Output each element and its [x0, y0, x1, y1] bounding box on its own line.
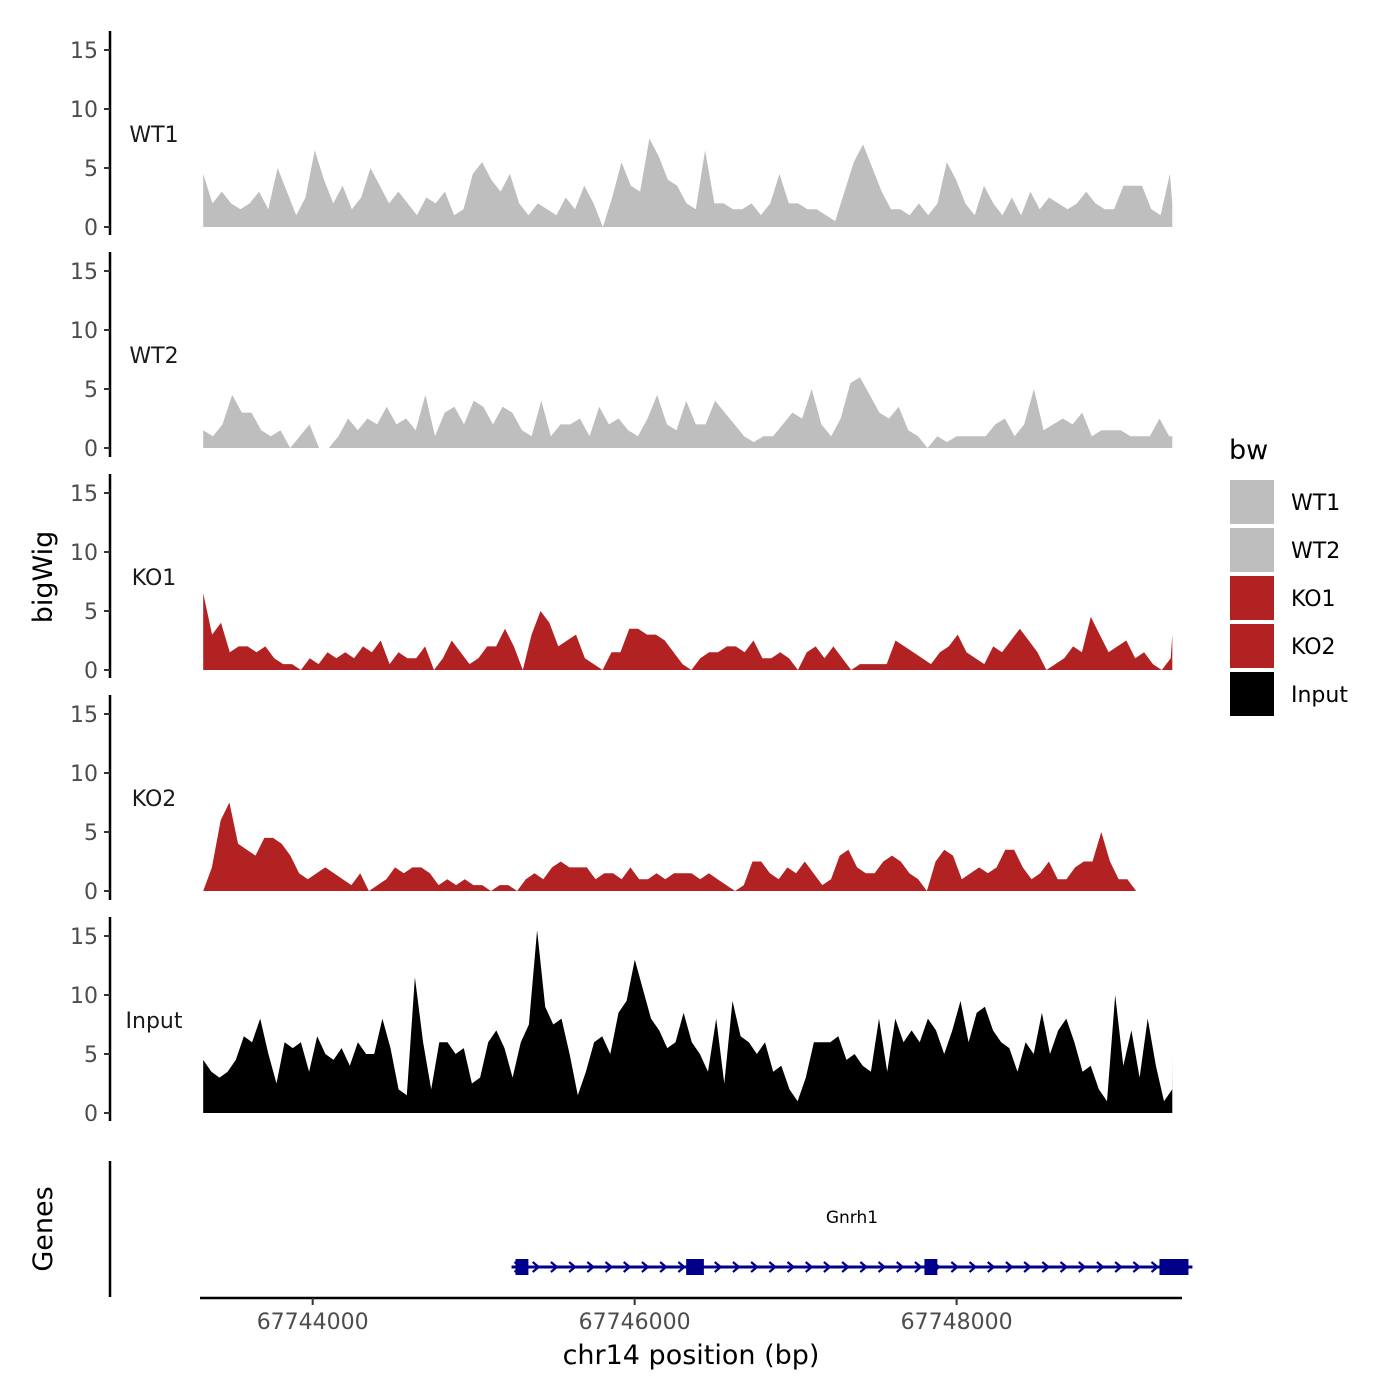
genes-axis-label: Genes	[28, 1186, 59, 1271]
y-tick-label: 10	[70, 98, 98, 123]
track-wt2: 0 5 10 15 WT2	[70, 252, 1173, 462]
y-tick-label: 0	[84, 437, 98, 462]
strand-arrow	[950, 1261, 960, 1273]
legend-label-wt2: WT2	[1291, 539, 1340, 564]
strand-arrow	[641, 1261, 650, 1273]
y-tick-label: 10	[70, 319, 98, 344]
strand-arrow	[895, 1261, 905, 1273]
x-tick-label: 67744000	[257, 1310, 369, 1335]
y-tick-label: 5	[84, 600, 98, 625]
y-tick-label: 5	[84, 378, 98, 403]
strand-arrow	[677, 1261, 687, 1273]
y-tick-label: 15	[70, 482, 98, 507]
strand-arrow	[1041, 1261, 1051, 1273]
strand-arrow	[550, 1261, 559, 1273]
track-label-wt1: WT1	[129, 123, 178, 148]
legend-label-wt1: WT1	[1291, 491, 1340, 516]
exon	[1159, 1259, 1189, 1275]
legend-swatch-wt2	[1230, 528, 1274, 572]
y-tick-label: 15	[70, 703, 98, 728]
track-ko1: 0 5 10 15 KO1	[70, 474, 1173, 684]
y-tick-label: 10	[70, 541, 98, 566]
strand-arrow	[914, 1261, 923, 1273]
legend-swatch-ko2	[1230, 624, 1274, 668]
strand-arrow	[1005, 1261, 1014, 1273]
strand-arrow	[1077, 1261, 1087, 1273]
genes-panel: Gnrh1	[108, 1161, 1193, 1297]
strand-arrow	[804, 1261, 814, 1273]
y-tick-label: 15	[70, 39, 98, 64]
strand-arrow	[968, 1261, 978, 1273]
strand-arrow	[568, 1261, 577, 1273]
track-label-ko1: KO1	[132, 566, 177, 591]
strand-arrow	[986, 1261, 996, 1273]
strand-arrow	[1023, 1261, 1032, 1273]
y-tick-label: 0	[84, 216, 98, 241]
strand-arrow	[859, 1261, 869, 1273]
strand-arrow	[750, 1261, 759, 1273]
strand-arrow	[604, 1261, 614, 1273]
legend-label-input: Input	[1291, 683, 1348, 708]
strand-arrow	[1150, 1261, 1160, 1273]
exon	[924, 1259, 938, 1275]
strand-arrow	[877, 1261, 887, 1273]
strand-arrow	[768, 1261, 778, 1273]
strand-arrow	[1059, 1261, 1069, 1273]
x-tick-label: 67748000	[901, 1310, 1013, 1335]
track-area-wt1	[203, 138, 1173, 227]
legend-label-ko2: KO2	[1291, 635, 1336, 660]
y-tick-label: 5	[84, 1043, 98, 1068]
strand-arrow	[1096, 1261, 1105, 1273]
gene-label: Gnrh1	[826, 1208, 878, 1228]
track-label-input: Input	[126, 1009, 183, 1034]
y-tick-label: 15	[70, 925, 98, 950]
strand-arrow	[1114, 1261, 1123, 1273]
track-panels: 0 5 10 15 WT1 0 5 10 15 WT2 0 5 10 15 KO1 0 5 10 15 KO2 0 5 10…	[70, 31, 1173, 1127]
track-label-wt2: WT2	[129, 344, 178, 369]
x-axis: 67744000 67746000 67748000	[200, 1296, 1182, 1335]
track-area-ko1	[203, 593, 1173, 670]
y-tick-label: 0	[84, 880, 98, 905]
legend: bw WT1 WT2 KO1 KO2 Input	[1229, 435, 1348, 716]
exon	[686, 1259, 704, 1275]
strand-arrow	[823, 1261, 832, 1273]
x-tick-label: 67746000	[579, 1310, 691, 1335]
track-area-input	[203, 930, 1173, 1113]
y-tick-label: 0	[84, 1102, 98, 1127]
strand-arrow	[531, 1261, 541, 1273]
legend-swatch-wt1	[1230, 480, 1274, 524]
track-wt1: 0 5 10 15 WT1	[70, 31, 1173, 241]
strand-arrow	[786, 1261, 796, 1273]
track-area-ko2	[203, 802, 1173, 891]
legend-label-ko1: KO1	[1291, 587, 1336, 612]
strand-arrow	[732, 1261, 741, 1273]
y-tick-label: 10	[70, 762, 98, 787]
y-tick-label: 0	[84, 659, 98, 684]
y-axis-label: bigWig	[28, 531, 59, 624]
strand-arrow	[586, 1261, 596, 1273]
y-tick-label: 15	[70, 260, 98, 285]
track-ko2: 0 5 10 15 KO2	[70, 695, 1173, 905]
legend-title: bw	[1229, 435, 1268, 466]
y-tick-label: 5	[84, 157, 98, 182]
track-input: 0 5 10 15 Input	[70, 917, 1173, 1127]
strand-arrow	[622, 1261, 632, 1273]
legend-swatch-input	[1230, 672, 1274, 716]
gene-gnrh1: Gnrh1	[511, 1208, 1193, 1275]
x-axis-label: chr14 position (bp)	[563, 1340, 820, 1371]
exon	[515, 1259, 529, 1275]
y-tick-label: 10	[70, 984, 98, 1009]
strand-arrow	[1132, 1261, 1142, 1273]
y-tick-label: 5	[84, 821, 98, 846]
track-area-wt2	[203, 377, 1173, 448]
strand-arrow	[659, 1261, 668, 1273]
strand-arrow	[841, 1261, 850, 1273]
track-label-ko2: KO2	[132, 787, 177, 812]
legend-swatch-ko1	[1230, 576, 1274, 620]
strand-arrow	[713, 1261, 723, 1273]
